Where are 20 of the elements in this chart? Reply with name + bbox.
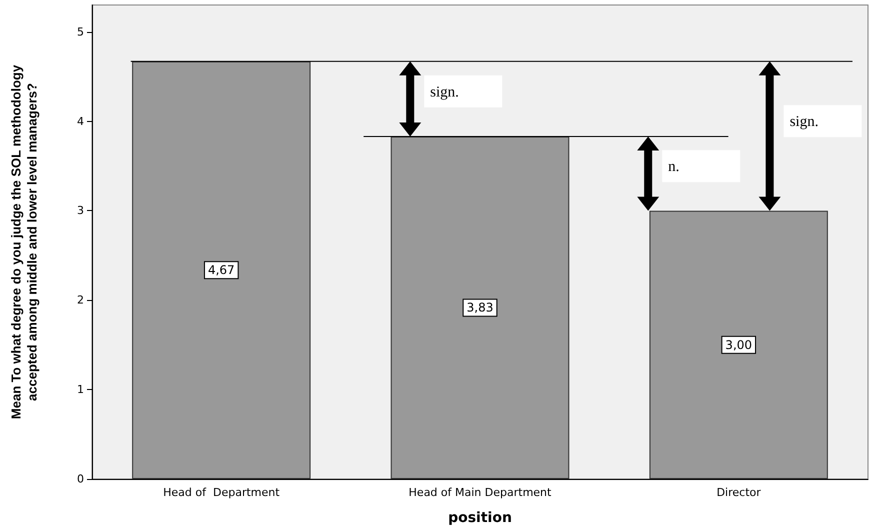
- bar: [390, 136, 570, 479]
- data-label: 4,67: [208, 263, 235, 278]
- data-label: 3,83: [466, 300, 494, 315]
- y-tick-label: 4: [77, 114, 84, 128]
- y-tick-label: 1: [77, 383, 84, 396]
- bar: [649, 210, 828, 479]
- x-tick-label: Director: [716, 486, 762, 499]
- y-tick-label: 0: [77, 472, 84, 486]
- x-axis-title: position: [448, 510, 512, 526]
- x-tick-label: Head of Main Department: [408, 486, 552, 499]
- data-label: 3,00: [725, 338, 752, 352]
- annotation: sign.: [430, 84, 459, 100]
- y-axis-title: Mean To what degree do you judge the SOL methodology accepted among middle and lower level managers?: [8, 64, 40, 420]
- y-tick-label: 5: [77, 25, 84, 38]
- annotation: n.: [668, 159, 680, 176]
- y-tick-label: 2: [77, 294, 84, 307]
- annotation: sign.: [790, 114, 818, 130]
- x-tick-label: Head of Department: [163, 486, 280, 499]
- y-tick-label: 3: [77, 204, 84, 218]
- bar: [132, 61, 311, 479]
